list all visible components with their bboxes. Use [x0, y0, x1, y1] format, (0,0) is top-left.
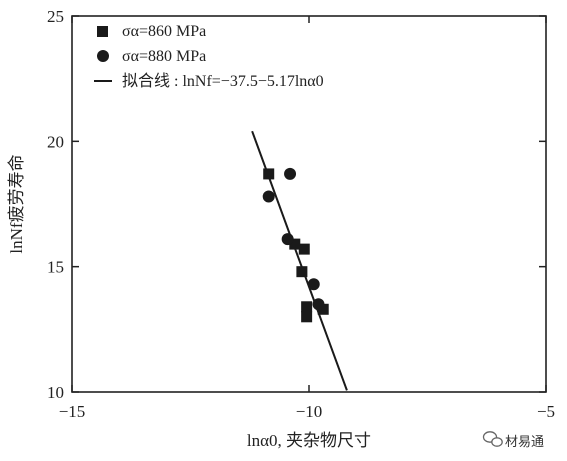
data-point-series-1	[301, 301, 313, 313]
watermark-text: 材易通	[505, 435, 544, 450]
data-point-series-1	[298, 243, 310, 255]
x-tick-label: −5	[537, 402, 555, 421]
x-tick-label: −10	[296, 402, 323, 421]
y-tick-label: 15	[47, 258, 64, 277]
data-point-series-1	[301, 311, 313, 323]
data-point-series-1	[263, 168, 275, 180]
data-point-series-2	[281, 233, 294, 246]
y-tick-label: 10	[47, 383, 64, 402]
watermark: 材易通	[482, 431, 544, 450]
data-point-series-2	[262, 190, 275, 203]
legend: σα=860 MPa σα=880 MPa 拟合线 : lnNf=−37.5−5…	[94, 23, 324, 90]
data-point-series-1	[296, 266, 308, 278]
x-tick-label: −15	[59, 402, 86, 421]
wechat-icon	[482, 431, 503, 447]
data-point-series-2	[312, 298, 325, 311]
data-point-series-1	[317, 303, 329, 315]
points-layer	[262, 167, 329, 323]
y-axis-title: lnNf疲劳寿命	[7, 154, 26, 253]
data-point-series-2	[307, 278, 320, 291]
y-tick-label: 20	[47, 132, 64, 151]
y-tick-label: 25	[47, 7, 64, 26]
x-axis-title: lnα0, 夹杂物尺寸	[247, 431, 371, 450]
legend-circle-marker	[97, 50, 109, 62]
axis-layer: −15 −10 −5 10 15 20 25	[47, 7, 555, 421]
legend-label-series-2: σα=880 MPa	[122, 48, 206, 65]
data-point-series-2	[284, 167, 297, 180]
legend-label-series-1: σα=860 MPa	[122, 23, 206, 40]
data-point-series-1	[289, 238, 301, 250]
legend-square-marker	[97, 26, 108, 37]
legend-label-fit-line: 拟合线 : lnNf=−37.5−5.17lnα0	[122, 72, 324, 90]
